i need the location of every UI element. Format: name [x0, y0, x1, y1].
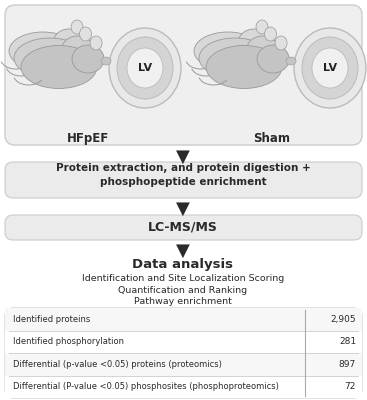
Ellipse shape [257, 45, 289, 73]
Ellipse shape [265, 27, 277, 41]
Text: Differential (p-value <0.05) proteins (proteomics): Differential (p-value <0.05) proteins (p… [13, 360, 222, 369]
FancyBboxPatch shape [5, 215, 362, 240]
Bar [5, 330, 362, 353]
Ellipse shape [199, 38, 271, 78]
Text: Identified phosphorylation: Identified phosphorylation [13, 337, 124, 346]
Ellipse shape [117, 37, 173, 99]
Ellipse shape [90, 36, 102, 50]
Ellipse shape [80, 27, 91, 41]
Ellipse shape [276, 48, 286, 56]
Text: phosphopeptide enrichment: phosphopeptide enrichment [100, 177, 266, 187]
Ellipse shape [302, 37, 358, 99]
Bar [5, 353, 362, 376]
Ellipse shape [9, 32, 77, 70]
Text: HFpEF: HFpEF [67, 132, 109, 145]
Text: Identified proteins: Identified proteins [13, 315, 90, 324]
Ellipse shape [82, 41, 92, 49]
Text: 2,905: 2,905 [330, 315, 356, 324]
Text: 897: 897 [339, 360, 356, 369]
Ellipse shape [14, 38, 86, 78]
Bar [5, 376, 362, 398]
Text: LV: LV [138, 63, 152, 73]
Text: Protein extraction, and protein digestion +: Protein extraction, and protein digestio… [56, 163, 310, 173]
Text: ▼: ▼ [176, 148, 190, 166]
Ellipse shape [267, 41, 277, 49]
Text: ▼: ▼ [176, 200, 190, 218]
Ellipse shape [294, 28, 366, 108]
Text: LC-MS/MS: LC-MS/MS [148, 221, 218, 234]
Text: Identification and Site Localization Scoring: Identification and Site Localization Sco… [82, 274, 284, 283]
Text: ▼: ▼ [176, 242, 190, 260]
Text: Quantification and Ranking: Quantification and Ranking [119, 286, 248, 295]
Ellipse shape [247, 36, 279, 64]
Text: 281: 281 [339, 337, 356, 346]
Ellipse shape [127, 48, 163, 88]
Ellipse shape [206, 46, 282, 88]
FancyBboxPatch shape [5, 5, 362, 145]
Text: LV: LV [323, 63, 337, 73]
Ellipse shape [72, 45, 104, 73]
Ellipse shape [194, 32, 262, 70]
Ellipse shape [53, 29, 85, 57]
Ellipse shape [21, 46, 97, 88]
Ellipse shape [312, 48, 348, 88]
Text: 72: 72 [345, 382, 356, 391]
Text: Differential (P-value <0.05) phosphosites (phosphoproteomics): Differential (P-value <0.05) phosphosite… [13, 382, 279, 391]
Ellipse shape [62, 36, 94, 64]
Ellipse shape [71, 20, 83, 34]
Ellipse shape [286, 57, 296, 65]
FancyBboxPatch shape [5, 162, 362, 198]
Ellipse shape [238, 29, 270, 57]
Ellipse shape [256, 20, 268, 34]
Ellipse shape [91, 48, 101, 56]
Bar [5, 308, 362, 330]
FancyBboxPatch shape [5, 308, 362, 398]
Text: Sham: Sham [254, 132, 291, 145]
Text: Pathway enrichment: Pathway enrichment [134, 297, 232, 306]
Ellipse shape [275, 36, 287, 50]
Text: Data analysis: Data analysis [132, 258, 233, 271]
Ellipse shape [109, 28, 181, 108]
Ellipse shape [101, 57, 111, 65]
